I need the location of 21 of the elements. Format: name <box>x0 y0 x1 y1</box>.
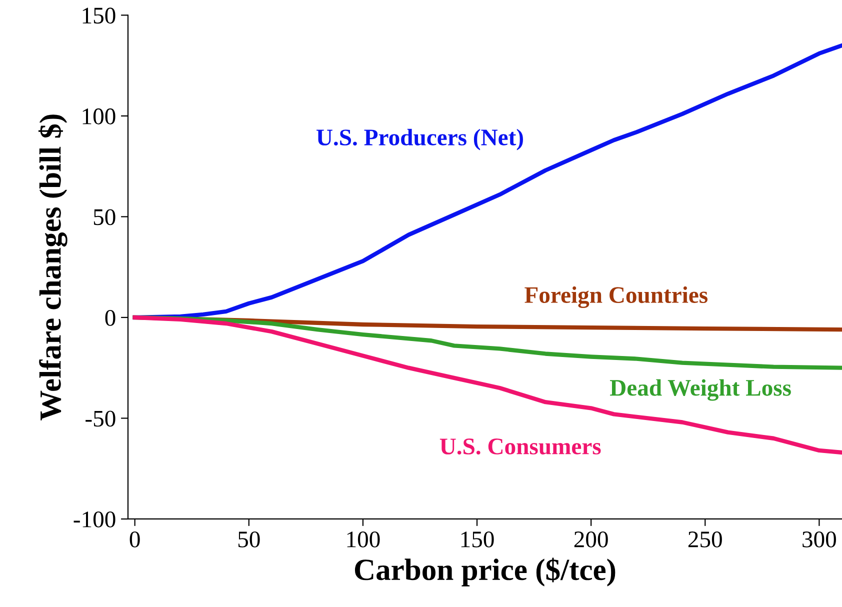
x-tick-label: 300 <box>802 531 836 548</box>
x-axis-title: Carbon price ($/tce) <box>354 558 616 586</box>
series-label: Foreign Countries <box>524 286 708 308</box>
y-tick-label: 0 <box>105 310 116 326</box>
x-tick-label: 100 <box>347 531 380 548</box>
x-tick-label: 250 <box>688 531 722 548</box>
x-tick-label: 200 <box>574 531 608 548</box>
series-label: Dead Weight Loss <box>610 379 791 401</box>
line-series <box>132 315 842 455</box>
y-tick-label: 150 <box>82 8 116 24</box>
y-axis-title: Welfare changes (bill $) <box>38 114 68 420</box>
y-tick-label: 50 <box>94 209 116 226</box>
line-series <box>132 43 842 320</box>
y-tick-label: -100 <box>74 511 116 528</box>
y-tick-label: -50 <box>86 410 116 427</box>
series-label: U.S. Producers (Net) <box>316 128 523 150</box>
series-label: U.S. Consumers <box>440 438 601 455</box>
y-tick-label: 100 <box>82 108 116 124</box>
x-tick-label: 50 <box>238 531 260 548</box>
x-tick-label: 150 <box>461 531 494 548</box>
x-tick-label: 0 <box>130 531 140 548</box>
